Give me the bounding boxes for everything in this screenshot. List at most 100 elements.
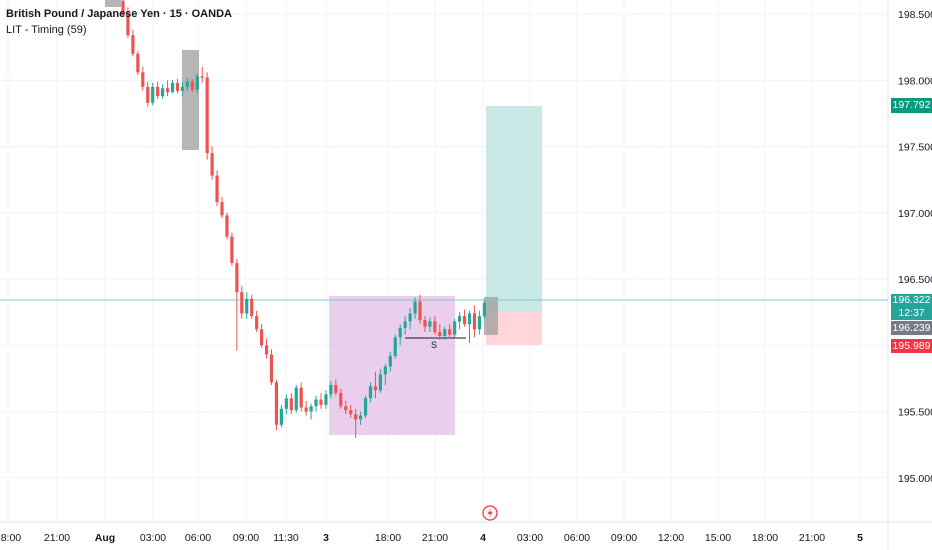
candle-body	[334, 385, 338, 393]
candle-body	[378, 374, 382, 391]
candle	[170, 80, 175, 94]
candle	[428, 317, 432, 332]
candle	[146, 81, 150, 107]
candle-body	[309, 406, 313, 412]
candle	[260, 324, 264, 348]
candle-body	[428, 321, 432, 327]
candle-body	[205, 77, 209, 154]
candle	[141, 67, 145, 91]
candle-body	[245, 298, 249, 314]
candle	[304, 400, 308, 416]
y-tick-label: 198.000	[898, 75, 932, 87]
candle-body	[363, 398, 368, 416]
candle-body	[126, 14, 130, 36]
candle-body	[304, 407, 308, 412]
candle	[274, 379, 279, 431]
candle-body	[299, 387, 303, 408]
candle	[294, 385, 298, 413]
candle	[215, 170, 219, 207]
candle	[314, 395, 318, 412]
candle-body	[165, 88, 170, 93]
level-label: S	[431, 340, 437, 350]
symbol-title: British Pound / Japanese Yen · 15 · OAND…	[6, 8, 232, 20]
candle	[250, 294, 254, 319]
candle-body	[180, 86, 184, 91]
candle	[393, 334, 397, 359]
candle	[433, 316, 437, 335]
candle	[299, 382, 303, 412]
candle	[136, 51, 140, 75]
candle-body	[220, 202, 224, 216]
candle	[269, 349, 274, 385]
current-price-tag: 196.322 12:37	[891, 294, 932, 320]
x-tick-label: 21:00	[422, 532, 448, 544]
candle	[403, 316, 407, 335]
indicator-label: LIT - Timing (59)	[6, 24, 87, 36]
candle-body	[467, 313, 472, 325]
y-tick-label: 195.000	[898, 473, 932, 485]
candle	[448, 324, 452, 339]
candle-body	[408, 313, 412, 322]
candle	[413, 297, 417, 319]
candle-body	[403, 321, 407, 329]
candle	[378, 369, 382, 393]
candle-body	[448, 329, 452, 335]
candle-body	[260, 329, 264, 346]
candle-body	[433, 321, 437, 332]
highlight-block	[105, 0, 121, 7]
candle-body	[274, 382, 279, 425]
candle	[383, 363, 387, 385]
candle-body	[329, 385, 333, 395]
x-tick-label: 12:00	[658, 532, 684, 544]
candle-body	[250, 298, 254, 317]
candle	[230, 232, 234, 266]
candle-body	[388, 355, 392, 367]
x-tick-label: 11:30	[273, 532, 299, 544]
candle	[329, 381, 333, 399]
candle	[458, 312, 462, 330]
x-tick-label: 09:00	[233, 532, 259, 544]
candle-body	[438, 332, 442, 336]
y-tick-label: 196.500	[898, 274, 932, 286]
x-tick-label: 18:00	[752, 532, 778, 544]
candle-body	[413, 301, 417, 314]
candle-body	[373, 386, 378, 391]
candle-body	[393, 337, 397, 356]
x-tick-label: 15:00	[705, 532, 731, 544]
x-tick-label: 18:00	[0, 532, 21, 544]
candle-body	[190, 81, 194, 90]
x-tick-label: 06:00	[564, 532, 590, 544]
candle	[284, 394, 288, 415]
candle	[126, 7, 130, 38]
candle-body	[482, 302, 486, 317]
candle-body	[156, 86, 160, 97]
candle-body	[195, 76, 199, 90]
x-tick-label: Aug	[95, 532, 115, 544]
highlight-block	[182, 50, 199, 150]
candle	[324, 390, 328, 409]
entry-price-tag: 196.239	[891, 321, 932, 335]
stop-price-tag: 195.989	[891, 339, 932, 353]
y-tick-label: 197.500	[898, 142, 932, 154]
x-tick-label: 21:00	[44, 532, 70, 544]
candle	[373, 371, 378, 399]
x-tick-label: 03:00	[140, 532, 166, 544]
candle	[240, 285, 244, 319]
candle	[245, 292, 249, 319]
candle-body	[458, 316, 462, 322]
candle-body	[255, 316, 259, 330]
candle-body	[453, 321, 457, 335]
x-tick-label: 21:00	[799, 532, 825, 544]
candle	[175, 78, 180, 94]
candle	[368, 382, 373, 403]
candle-body	[215, 175, 219, 203]
target-zone	[486, 106, 542, 312]
candle	[354, 408, 358, 438]
candle	[388, 351, 392, 372]
candles	[121, 0, 486, 438]
candle	[156, 81, 160, 99]
candle-body	[398, 328, 402, 338]
candle-body	[170, 82, 175, 93]
candle	[423, 316, 427, 332]
